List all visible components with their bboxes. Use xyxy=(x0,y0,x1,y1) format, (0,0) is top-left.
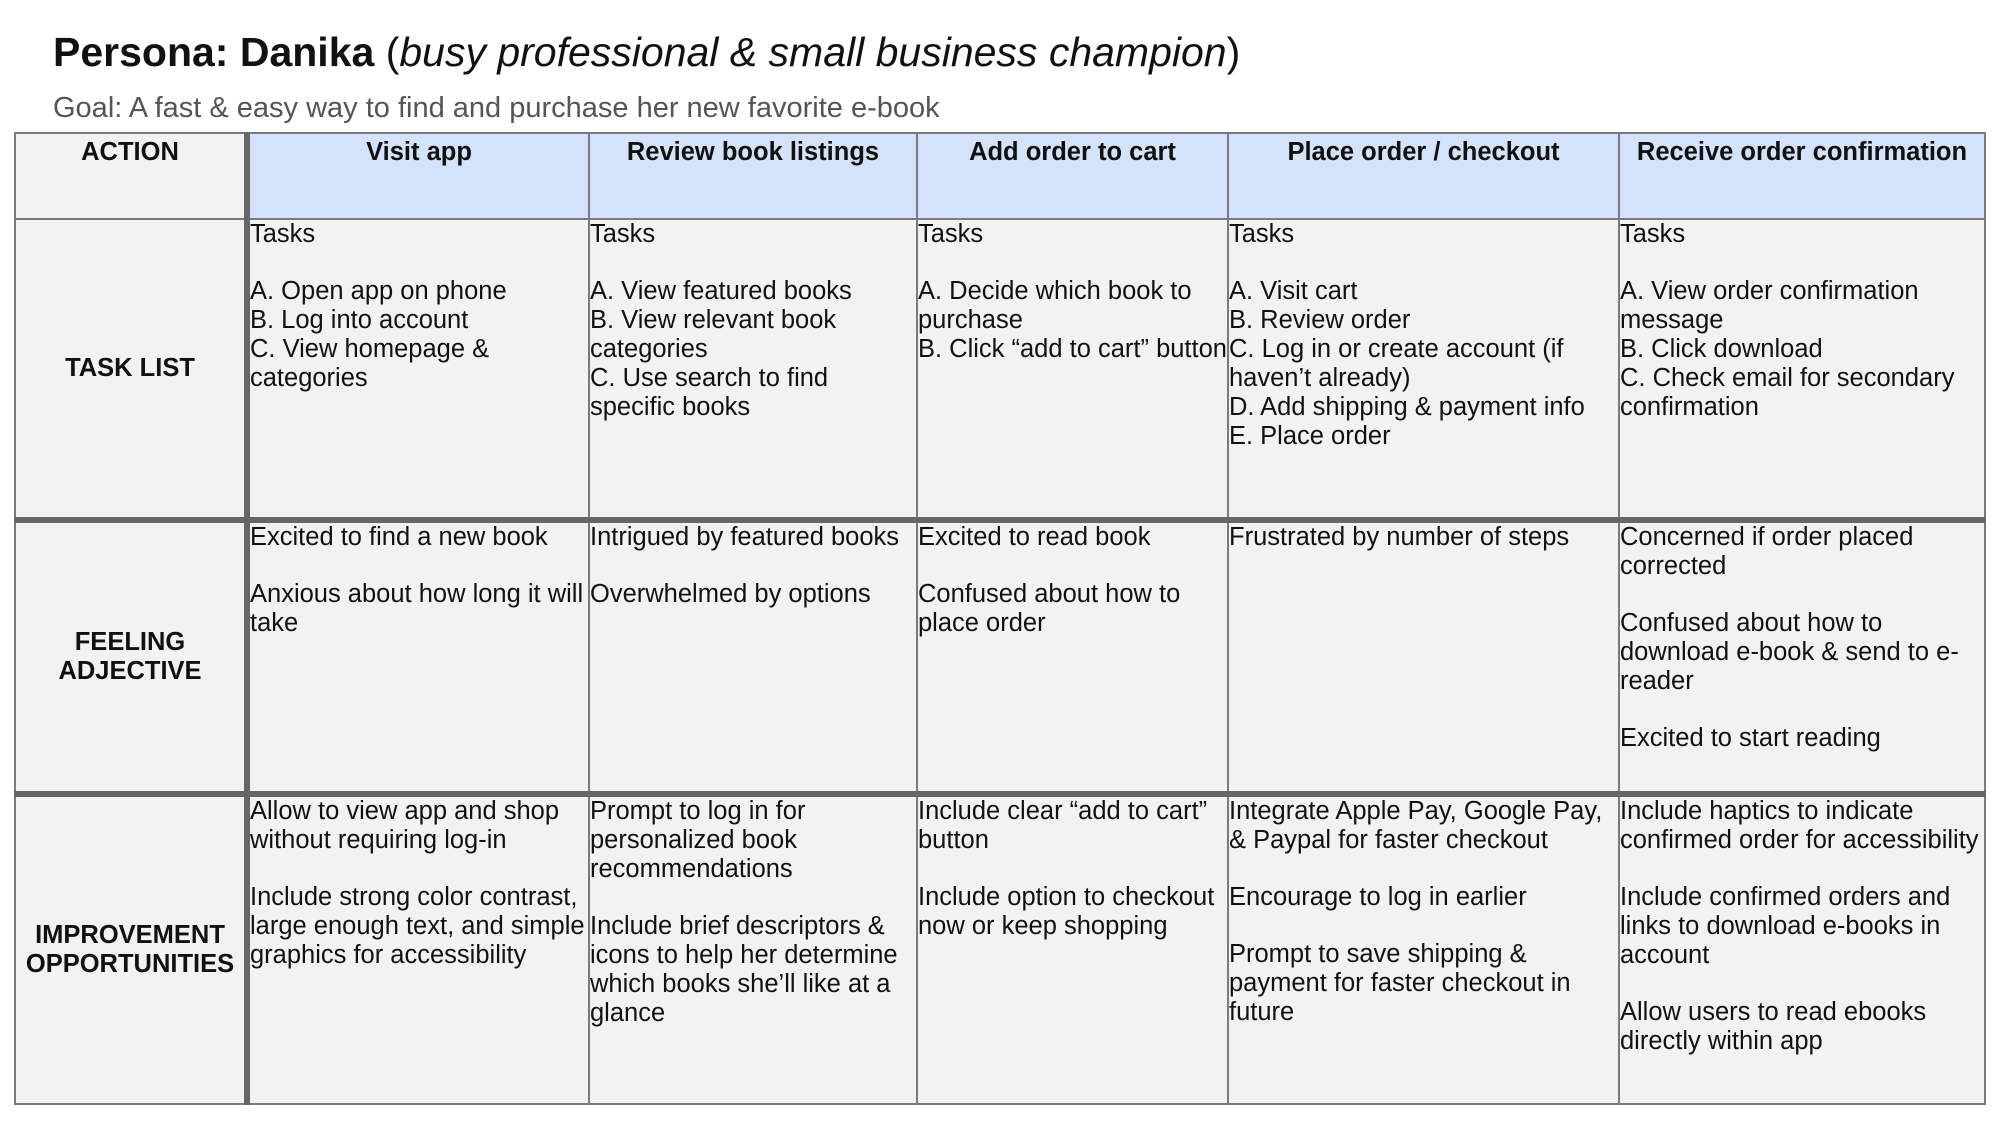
task-list-cell: Tasks A. Visit cart B. Review order C. Log … xyxy=(1227,218,1620,523)
task-item: A. View order confirmation message xyxy=(1620,277,1919,334)
feeling-adjective-cell: Intrigued by featured books Overwhelmed b… xyxy=(588,519,918,797)
header-row: ACTION Visit app Review book listings Ad… xyxy=(14,132,1986,220)
feeling-text: Excited to find a new book xyxy=(250,523,548,551)
improvement-opportunities-cell: Prompt to log in for personalized book r… xyxy=(588,793,918,1105)
column-header-receive-order-confirmation: Receive order confirmation xyxy=(1618,132,1986,220)
improvement-opportunities-row: IMPROVEMENT OPPORTUNITIES Allow to view a… xyxy=(14,793,1986,1105)
feeling-adjective-row: FEELING ADJECTIVE Excited to find a new b… xyxy=(14,519,1986,797)
feeling-text: Confused about how to place order xyxy=(918,580,1181,637)
improvement-text: Prompt to log in for personalized book r… xyxy=(590,797,806,883)
task-item: A. Visit cart xyxy=(1229,277,1358,305)
feeling-text: Excited to read book xyxy=(918,523,1151,551)
task-list-cell: Tasks A. Open app on phone B. Log into acc… xyxy=(246,218,590,523)
improvement-text: Prompt to save shipping & payment for fa… xyxy=(1229,940,1571,1026)
task-list-cell: Tasks A. View featured books B. View relev… xyxy=(588,218,918,523)
improvement-text: Include brief descriptors & icons to hel… xyxy=(590,912,898,1027)
feeling-adjective-cell: Excited to read book Confused about how t… xyxy=(916,519,1229,797)
task-list-cell: Tasks A. Decide which book to purchase B. … xyxy=(916,218,1229,523)
task-item: D. Add shipping & payment info xyxy=(1229,393,1585,421)
persona-subtitle: busy professional & small business champ… xyxy=(399,29,1227,75)
task-item: B. Click “add to cart” button xyxy=(918,335,1227,363)
feeling-adjective-cell: Frustrated by number of steps xyxy=(1227,519,1620,797)
task-list-cell: Tasks A. View order confirmation message B… xyxy=(1618,218,1986,523)
page-bottom-edge xyxy=(0,1118,1998,1124)
task-item: A. Open app on phone xyxy=(250,277,507,305)
feeling-text: Intrigued by featured books xyxy=(590,523,900,551)
task-item: C. View homepage & categories xyxy=(250,335,490,392)
tasks-heading: Tasks xyxy=(918,220,984,248)
column-header-visit-app: Visit app xyxy=(246,132,590,220)
feeling-text: Overwhelmed by options xyxy=(590,580,871,608)
improvement-text: Integrate Apple Pay, Google Pay, & Paypa… xyxy=(1229,797,1603,854)
improvement-text: Encourage to log in earlier xyxy=(1229,883,1527,911)
column-header-place-order-checkout: Place order / checkout xyxy=(1227,132,1620,220)
column-header-add-order-to-cart: Add order to cart xyxy=(916,132,1229,220)
task-item: A. View featured books xyxy=(590,277,852,305)
improvement-opportunities-cell: Include clear “add to cart” button Includ… xyxy=(916,793,1229,1105)
feeling-adjective-cell: Excited to find a new book Anxious about … xyxy=(246,519,590,797)
feeling-text: Confused about how to download e-book & … xyxy=(1620,609,1959,695)
feeling-text: Concerned if order placed corrected xyxy=(1620,523,1914,580)
tasks-heading: Tasks xyxy=(1620,220,1686,248)
feeling-adjective-cell: Concerned if order placed corrected Confu… xyxy=(1618,519,1986,797)
improvement-text: Include clear “add to cart” button xyxy=(918,797,1208,854)
improvement-text: Include haptics to indicate confirmed or… xyxy=(1620,797,1979,854)
improvement-opportunities-cell: Allow to view app and shop without requi… xyxy=(246,793,590,1105)
improvement-text: Include strong color contrast, large eno… xyxy=(250,883,585,969)
task-item: A. Decide which book to purchase xyxy=(918,277,1192,334)
tasks-heading: Tasks xyxy=(250,220,316,248)
persona-goal: Goal: A fast & easy way to find and purc… xyxy=(53,92,940,124)
feeling-text: Anxious about how long it will take xyxy=(250,580,584,637)
page-title: Persona: Danika (busy professional & sma… xyxy=(53,22,1240,82)
improvement-text: Allow to view app and shop without requi… xyxy=(250,797,560,854)
task-list-label: TASK LIST xyxy=(14,218,250,523)
persona-name: Persona: Danika xyxy=(53,29,375,75)
action-header: ACTION xyxy=(14,132,250,220)
feeling-adjective-label: FEELING ADJECTIVE xyxy=(14,519,250,797)
improvement-opportunities-cell: Include haptics to indicate confirmed or… xyxy=(1618,793,1986,1105)
task-item: B. Click download xyxy=(1620,335,1823,363)
feeling-text: Excited to start reading xyxy=(1620,724,1881,752)
improvement-text: Include option to checkout now or keep s… xyxy=(918,883,1215,940)
task-item: B. Log into account xyxy=(250,306,469,334)
tasks-heading: Tasks xyxy=(1229,220,1295,248)
task-item: C. Log in or create account (if haven’t … xyxy=(1229,335,1564,392)
improvement-text: Allow users to read ebooks directly with… xyxy=(1620,998,1927,1055)
task-item: B. Review order xyxy=(1229,306,1411,334)
improvement-text: Include confirmed orders and links to do… xyxy=(1620,883,1951,969)
tasks-heading: Tasks xyxy=(590,220,656,248)
improvement-opportunities-label: IMPROVEMENT OPPORTUNITIES xyxy=(14,793,250,1105)
column-header-review-book-listings: Review book listings xyxy=(588,132,918,220)
task-list-row: TASK LIST Tasks A. Open app on phone B. Log… xyxy=(14,218,1986,523)
journey-map-table: ACTION Visit app Review book listings Ad… xyxy=(14,132,1986,1105)
task-item: C. Check email for secondary confirmatio… xyxy=(1620,364,1955,421)
task-item: B. View relevant book categories xyxy=(590,306,837,363)
task-item: C. Use search to find specific books xyxy=(590,364,829,421)
improvement-opportunities-cell: Integrate Apple Pay, Google Pay, & Paypa… xyxy=(1227,793,1620,1105)
title-open-paren: ( xyxy=(374,29,400,75)
feeling-text: Frustrated by number of steps xyxy=(1229,523,1570,551)
task-item: E. Place order xyxy=(1229,422,1391,450)
title-close-paren: ) xyxy=(1226,29,1241,75)
